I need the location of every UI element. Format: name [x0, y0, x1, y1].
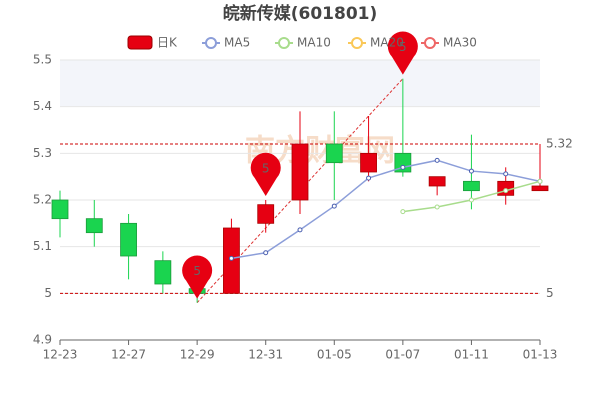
y-tick-label: 4.9: [33, 333, 52, 347]
ma-point: [331, 203, 337, 209]
candle-body: [120, 222, 137, 257]
y-tick-label: 5: [44, 286, 52, 300]
legend-label: MA30: [443, 36, 477, 50]
ref-label: 5: [546, 286, 554, 300]
ma-point: [468, 168, 474, 174]
x-tick-label: 12-29: [180, 348, 215, 362]
pin: [387, 31, 418, 75]
candle-body: [51, 199, 69, 220]
plot-band: [60, 60, 540, 106]
chart-title: 皖新传媒(601801): [223, 3, 378, 24]
pin: [182, 255, 213, 299]
candle-body: [360, 152, 377, 173]
candle-body: [531, 185, 549, 192]
ma-point: [468, 197, 474, 203]
legend-label: MA5: [224, 36, 250, 50]
x-tick-label: 01-11: [454, 348, 489, 362]
legend-swatch: [424, 37, 436, 49]
legend-swatch: [127, 35, 153, 50]
legend-swatch: [351, 37, 363, 49]
legend-label: MA20: [370, 36, 404, 50]
legend-swatch: [205, 37, 217, 49]
pin-label: 5: [262, 162, 270, 176]
candle-body: [85, 218, 103, 234]
x-tick-label: 12-27: [111, 348, 146, 362]
candle-body: [428, 176, 446, 187]
x-tick-label: 01-13: [523, 348, 558, 362]
ma-point: [434, 204, 440, 210]
y-tick-label: 5.3: [33, 146, 52, 160]
ma-point: [297, 227, 303, 233]
ma-point: [503, 171, 509, 177]
ma-point: [434, 157, 440, 163]
ma-point: [537, 178, 543, 184]
legend-label: MA10: [297, 36, 331, 50]
pin-label: 5: [399, 40, 407, 54]
x-tick-label: 01-05: [317, 348, 352, 362]
y-tick-label: 5.2: [33, 193, 52, 207]
candle-body: [291, 143, 309, 201]
pin-label: 5: [193, 264, 201, 278]
y-tick-label: 5.4: [33, 99, 52, 113]
candle-body: [325, 143, 343, 164]
ma-point: [400, 164, 406, 170]
ref-label: 5.32: [546, 137, 573, 151]
legend-swatch: [278, 37, 290, 49]
pin: [250, 152, 281, 196]
legend-label: 日K: [157, 36, 178, 50]
y-tick-label: 5.5: [33, 53, 52, 67]
x-tick-label: 12-31: [248, 348, 283, 362]
candle-body: [257, 204, 275, 224]
candle-body: [463, 180, 480, 192]
ma-point: [503, 188, 509, 194]
ma-point: [228, 255, 234, 261]
candle-body: [394, 152, 412, 173]
x-tick-label: 12-23: [43, 348, 78, 362]
x-tick-label: 01-07: [385, 348, 420, 362]
candle-body: [154, 260, 172, 285]
ma-point: [400, 209, 406, 215]
ma-line: [231, 159, 541, 260]
y-tick-label: 5.1: [33, 239, 52, 253]
ma-point: [366, 175, 372, 181]
ma-point: [263, 250, 269, 256]
